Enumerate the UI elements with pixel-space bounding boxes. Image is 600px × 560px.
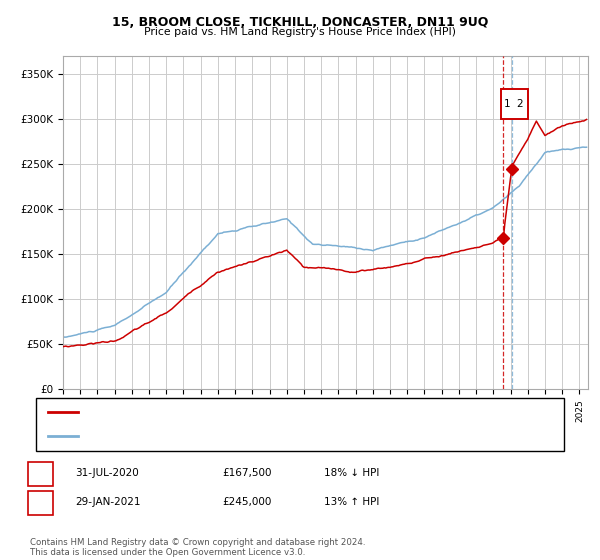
Text: £245,000: £245,000 — [222, 497, 271, 507]
Text: 31-JUL-2020: 31-JUL-2020 — [75, 468, 139, 478]
Text: Contains HM Land Registry data © Crown copyright and database right 2024.
This d: Contains HM Land Registry data © Crown c… — [30, 538, 365, 557]
Text: 15, BROOM CLOSE, TICKHILL, DONCASTER, DN11 9UQ (detached house): 15, BROOM CLOSE, TICKHILL, DONCASTER, DN… — [87, 408, 441, 418]
Text: 1: 1 — [503, 99, 510, 109]
Text: HPI: Average price, detached house, Doncaster: HPI: Average price, detached house, Donc… — [87, 431, 318, 441]
Text: £167,500: £167,500 — [222, 468, 271, 478]
Text: 2: 2 — [517, 99, 523, 109]
Text: Price paid vs. HM Land Registry's House Price Index (HPI): Price paid vs. HM Land Registry's House … — [144, 27, 456, 37]
Text: 1: 1 — [37, 468, 44, 478]
Text: 29-JAN-2021: 29-JAN-2021 — [75, 497, 140, 507]
Text: 13% ↑ HPI: 13% ↑ HPI — [324, 497, 379, 507]
Text: 18% ↓ HPI: 18% ↓ HPI — [324, 468, 379, 478]
Text: 2: 2 — [37, 497, 44, 507]
Text: 15, BROOM CLOSE, TICKHILL, DONCASTER, DN11 9UQ: 15, BROOM CLOSE, TICKHILL, DONCASTER, DN… — [112, 16, 488, 29]
FancyBboxPatch shape — [501, 90, 529, 119]
